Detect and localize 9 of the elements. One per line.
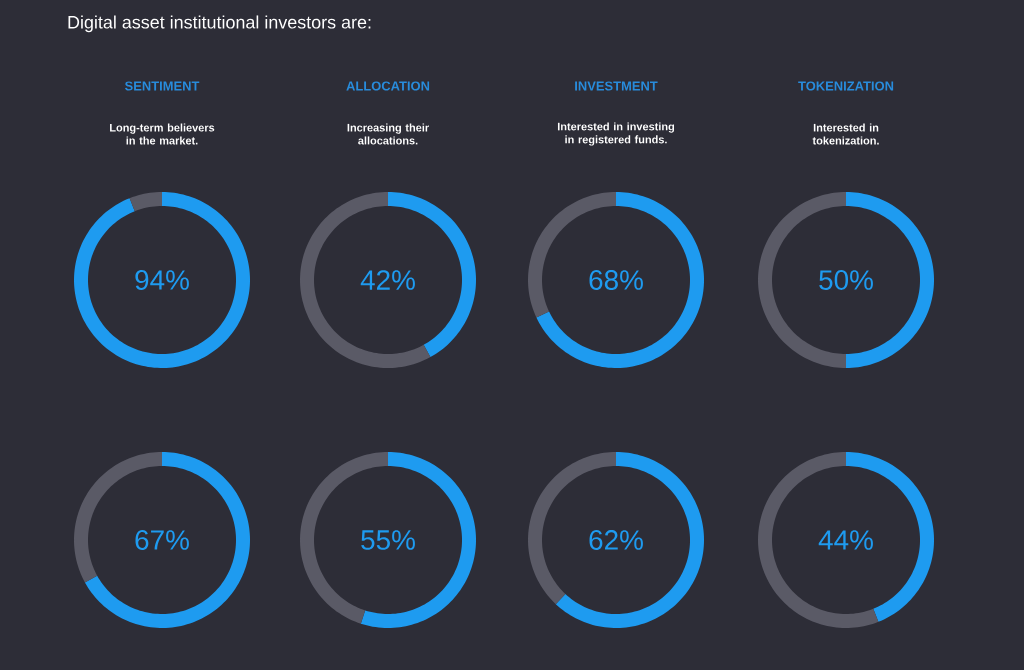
text: 44%	[818, 530, 873, 550]
text: 55%	[361, 530, 415, 550]
text: 50%	[819, 270, 873, 290]
text: Digital asset institutional investors are:	[68, 15, 371, 33]
text: 62%	[589, 530, 643, 550]
text: 68%	[589, 270, 643, 290]
text: 94%	[135, 270, 189, 290]
text: 67%	[135, 530, 189, 550]
text: 42%	[360, 270, 415, 290]
